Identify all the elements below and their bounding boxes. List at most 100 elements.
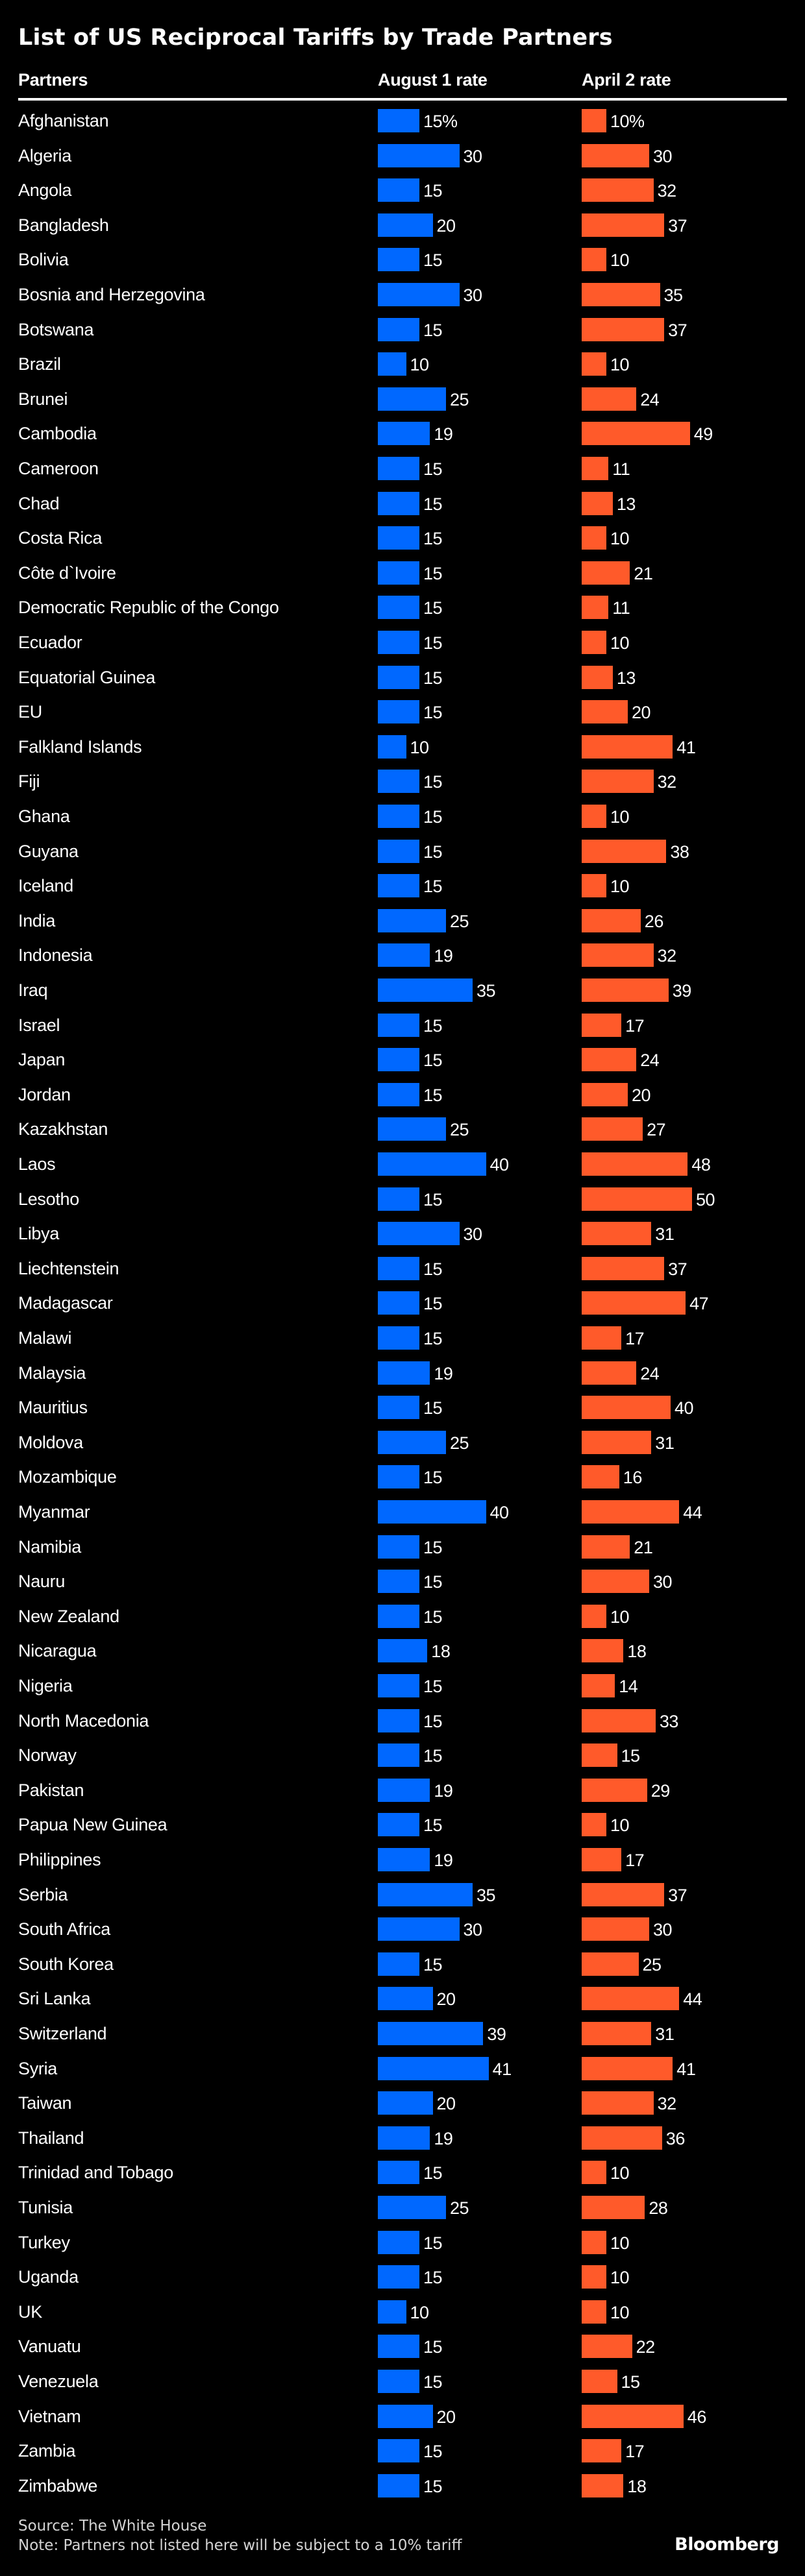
table-row: Chad 15 13 <box>0 491 805 515</box>
april-rate-label: 44 <box>683 1989 702 2010</box>
august-rate-label: 15 <box>423 459 443 479</box>
august-rate-bar <box>378 1813 419 1837</box>
partner-name: Nauru <box>18 1572 66 1592</box>
august-rate-bar <box>378 1430 446 1454</box>
august-rate-label: 41 <box>492 2059 512 2079</box>
april-rate-label: 10 <box>610 2302 630 2322</box>
august-rate-bar <box>378 943 430 967</box>
partner-name: India <box>18 910 56 930</box>
april-rate-bar <box>582 943 654 967</box>
april-rate-label: 32 <box>657 181 677 201</box>
april-rate-bar <box>582 317 665 341</box>
april-rate-bar <box>582 387 637 411</box>
april-rate-bar <box>582 1882 665 1906</box>
table-row: Venezuela 15 15 <box>0 2370 805 2393</box>
august-rate-bar <box>378 1396 419 1420</box>
april-rate-bar <box>582 2473 624 2497</box>
august-rate-bar <box>378 2230 419 2254</box>
april-rate-label: 37 <box>668 1259 687 1279</box>
august-rate-bar <box>378 422 430 446</box>
table-row: Bangladesh 20 37 <box>0 213 805 237</box>
august-rate-label: 15 <box>423 703 443 723</box>
april-rate-label: 25 <box>642 1954 662 1975</box>
table-row: Israel 15 17 <box>0 1013 805 1037</box>
partner-name: Zimbabwe <box>18 2475 98 2496</box>
august-rate-label: 15 <box>423 1572 443 1592</box>
partner-name: Vanuatu <box>18 2337 81 2357</box>
april-rate-bar <box>582 735 673 759</box>
april-rate-bar <box>582 2161 606 2185</box>
partner-name: North Macedonia <box>18 1710 149 1731</box>
august-rate-bar <box>378 2300 406 2324</box>
table-row: Trinidad and Tobago 15 10 <box>0 2161 805 2185</box>
august-rate-bar <box>378 596 419 620</box>
partner-name: Nigeria <box>18 1676 73 1695</box>
april-rate-bar <box>582 805 606 828</box>
partner-name: Pakistan <box>18 1780 84 1800</box>
april-rate-label: 37 <box>668 215 687 236</box>
august-rate-label: 30 <box>463 1920 483 1940</box>
partner-name: Malawi <box>18 1328 72 1348</box>
august-rate-bar <box>378 109 419 132</box>
april-rate-label: 17 <box>625 1329 645 1348</box>
august-rate-label: 15 <box>423 2163 443 2183</box>
august-rate-label: 35 <box>477 1885 496 1905</box>
april-rate-label: 31 <box>655 2024 675 2044</box>
august-rate-label: 35 <box>477 981 496 1001</box>
partner-name: Trinidad and Tobago <box>18 2163 173 2183</box>
partner-name: Equatorial Guinea <box>18 667 156 687</box>
april-rate-label: 10 <box>610 2268 630 2288</box>
april-rate-bar <box>582 2230 606 2254</box>
august-rate-label: 25 <box>450 911 469 931</box>
august-rate-label: 15 <box>423 1677 443 1696</box>
august-rate-bar <box>378 2473 419 2497</box>
april-rate-label: 22 <box>636 2337 656 2357</box>
august-rate-bar <box>378 178 419 202</box>
august-rate-label: 30 <box>463 1224 483 1245</box>
august-rate-bar <box>378 1465 419 1489</box>
april-rate-label: 30 <box>653 1920 673 1940</box>
april-rate-label: 10 <box>610 529 630 549</box>
april-rate-bar <box>582 422 690 446</box>
april-rate-label: 28 <box>649 2198 668 2218</box>
april-rate-label: 10 <box>610 633 630 653</box>
april-rate-bar <box>582 631 606 654</box>
august-rate-label: 15 <box>423 1329 443 1348</box>
april-rate-label: 13 <box>616 494 636 514</box>
august-rate-bar <box>378 283 460 306</box>
august-rate-bar <box>378 631 419 654</box>
august-rate-label: 40 <box>489 1503 510 1522</box>
august-rate-bar <box>378 1570 419 1594</box>
table-row: Guyana 15 38 <box>0 839 805 863</box>
august-rate-bar <box>378 1848 430 1871</box>
table-row: Bolivia 15 10 <box>0 248 805 272</box>
august-rate-label: 15 <box>423 1746 443 1766</box>
august-rate-label: 20 <box>436 1989 456 2010</box>
august-rate-label: 15 <box>423 2476 443 2496</box>
table-row: Cameroon 15 11 <box>0 457 805 480</box>
april-rate-label: 39 <box>672 981 692 1001</box>
partner-name: Serbia <box>18 1884 68 1904</box>
august-rate-label: 15 <box>423 1607 443 1627</box>
april-rate-label: 10 <box>610 2163 630 2183</box>
table-row: Papua New Guinea 15 10 <box>0 1813 805 1837</box>
april-rate-label: 10 <box>610 355 630 375</box>
partner-name: Iraq <box>18 980 48 1000</box>
april-rate-label: 17 <box>625 1851 645 1870</box>
august-rate-label: 25 <box>450 389 469 409</box>
april-rate-bar <box>582 2091 654 2115</box>
partner-name: Democratic Republic of the Congo <box>18 598 279 618</box>
august-rate-bar <box>378 352 406 376</box>
table-row: Pakistan 19 29 <box>0 1778 805 1802</box>
partner-name: New Zealand <box>18 1606 119 1626</box>
partner-name: Bolivia <box>18 250 69 270</box>
table-row: Syria 41 41 <box>0 2056 805 2080</box>
april-rate-bar <box>582 109 606 132</box>
partner-name: Indonesia <box>18 945 93 966</box>
april-rate-bar <box>582 978 669 1002</box>
april-rate-label: 36 <box>665 2128 686 2148</box>
footnote: Note: Partners not listed here will be s… <box>18 2537 462 2554</box>
partner-name: Papua New Guinea <box>18 1815 167 1835</box>
april-rate-label: 47 <box>689 1294 709 1314</box>
april-rate-bar <box>582 526 606 550</box>
